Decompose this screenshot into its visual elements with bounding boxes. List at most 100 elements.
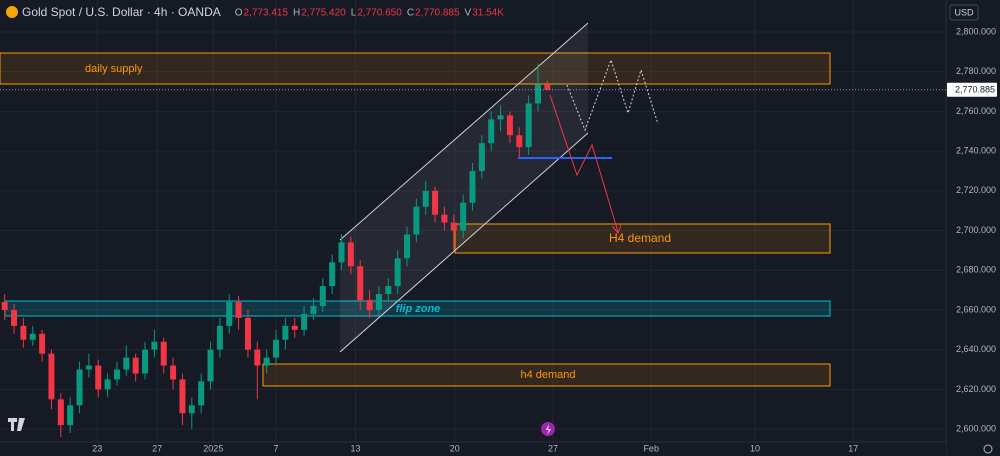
y-tick-label: 2,600.000 (956, 423, 996, 433)
candle-body (404, 234, 411, 259)
candle-body (20, 325, 27, 340)
candle-body (160, 341, 167, 366)
candle-body (1, 302, 8, 310)
candle-body (254, 349, 261, 366)
candle-body (226, 302, 233, 326)
y-tick-label: 2,640.000 (956, 344, 996, 354)
y-tick-label: 2,720.000 (956, 185, 996, 195)
candle-body (338, 242, 345, 263)
y-tick-label: 2,740.000 (956, 145, 996, 155)
ohlc-legend: O 2,773.415 H 2,775.420 L 2,770.650 C 2,770.885… (235, 8, 505, 19)
grid (0, 0, 946, 442)
candle-body (235, 302, 242, 318)
x-tick-label: Feb (643, 443, 659, 453)
demand-zone (454, 223, 831, 254)
symbol-icon (6, 6, 18, 18)
price-tag-label: 2,770.885 (955, 85, 995, 95)
zone-label: h4 demand (520, 369, 575, 381)
candle-body (151, 341, 158, 350)
price-axis (946, 0, 1000, 456)
candle-body (544, 84, 551, 90)
time-axis (0, 442, 946, 456)
supply-zone (0, 52, 831, 85)
x-tick-label: 23 (92, 443, 102, 453)
settings-icon[interactable] (983, 444, 993, 454)
candle-body (244, 317, 251, 350)
candle-body (506, 115, 513, 136)
candle-body (123, 357, 130, 370)
y-tick-label: 2,660.000 (956, 304, 996, 314)
legend-value: 2,770.650 (357, 8, 402, 19)
price-tag (947, 82, 997, 97)
candle-body (282, 325, 289, 340)
candle-body (385, 286, 392, 295)
candle-body (441, 214, 448, 223)
axis-labels: 2,600.000 2,620.000 2,640.000 2,660.000 2,68… (92, 26, 996, 453)
y-tick-label: 2,760.000 (956, 106, 996, 116)
currency-button[interactable] (949, 4, 979, 21)
candle-body (347, 242, 354, 267)
projection-path (566, 58, 659, 132)
candle-body (478, 143, 485, 171)
candle-body (113, 369, 120, 380)
logo (8, 418, 25, 431)
legend-value: 2,773.415 (244, 8, 289, 19)
candle-body (48, 353, 55, 400)
legend-key: H (293, 8, 300, 19)
candle-body (142, 349, 149, 374)
candle-body (188, 405, 195, 414)
y-tick-label: 2,620.000 (956, 384, 996, 394)
x-tick-label: 7 (274, 443, 279, 453)
zone-label: flip zone (396, 303, 441, 315)
candle-body (95, 365, 102, 390)
candle-body (29, 333, 36, 340)
currency-label[interactable]: USD (954, 7, 974, 17)
candle-body (366, 300, 373, 310)
x-tick-label: 17 (848, 443, 858, 453)
candle-body (450, 222, 457, 231)
x-tick-label: 27 (548, 443, 558, 453)
candle-body (469, 170, 476, 203)
candle-body (394, 258, 401, 287)
candle-body (179, 379, 186, 414)
event-icon-bolt (546, 424, 551, 435)
arrow-head (611, 224, 622, 234)
candle-body (319, 286, 326, 306)
candle-body (57, 399, 64, 426)
candle-body (525, 103, 532, 148)
candle-body (263, 357, 270, 366)
candle-body (291, 325, 298, 330)
candle-body (413, 206, 420, 235)
zone-label: daily supply (85, 63, 143, 75)
candle-body (534, 84, 541, 104)
candle-body (497, 115, 504, 120)
legend-value: 31.54K (472, 8, 504, 19)
candle-body (170, 365, 177, 380)
candle-body (76, 369, 83, 406)
legend-value: 2,775.420 (301, 8, 346, 19)
candle-body (273, 339, 280, 358)
legend-key: V (465, 8, 472, 19)
y-tick-label: 2,780.000 (956, 66, 996, 76)
candle-body (310, 305, 317, 314)
y-tick-label: 2,800.000 (956, 26, 996, 36)
zone-label: H4 demand (609, 231, 671, 245)
x-tick-label: 13 (351, 443, 361, 453)
candle-body (85, 365, 92, 370)
x-tick-label: 20 (450, 443, 460, 453)
x-tick-label: 10 (750, 443, 760, 453)
candle-body (329, 262, 336, 287)
y-tick-label: 2,680.000 (956, 265, 996, 275)
candle-body (301, 313, 308, 330)
projection-path (549, 94, 619, 233)
legend-key: O (235, 8, 243, 19)
candle-body (132, 357, 139, 374)
y-tick-label: 2,700.000 (956, 225, 996, 235)
candle-body (422, 190, 429, 207)
candle-body (198, 381, 205, 406)
channel-line (339, 22, 589, 241)
candle-body (460, 202, 467, 231)
